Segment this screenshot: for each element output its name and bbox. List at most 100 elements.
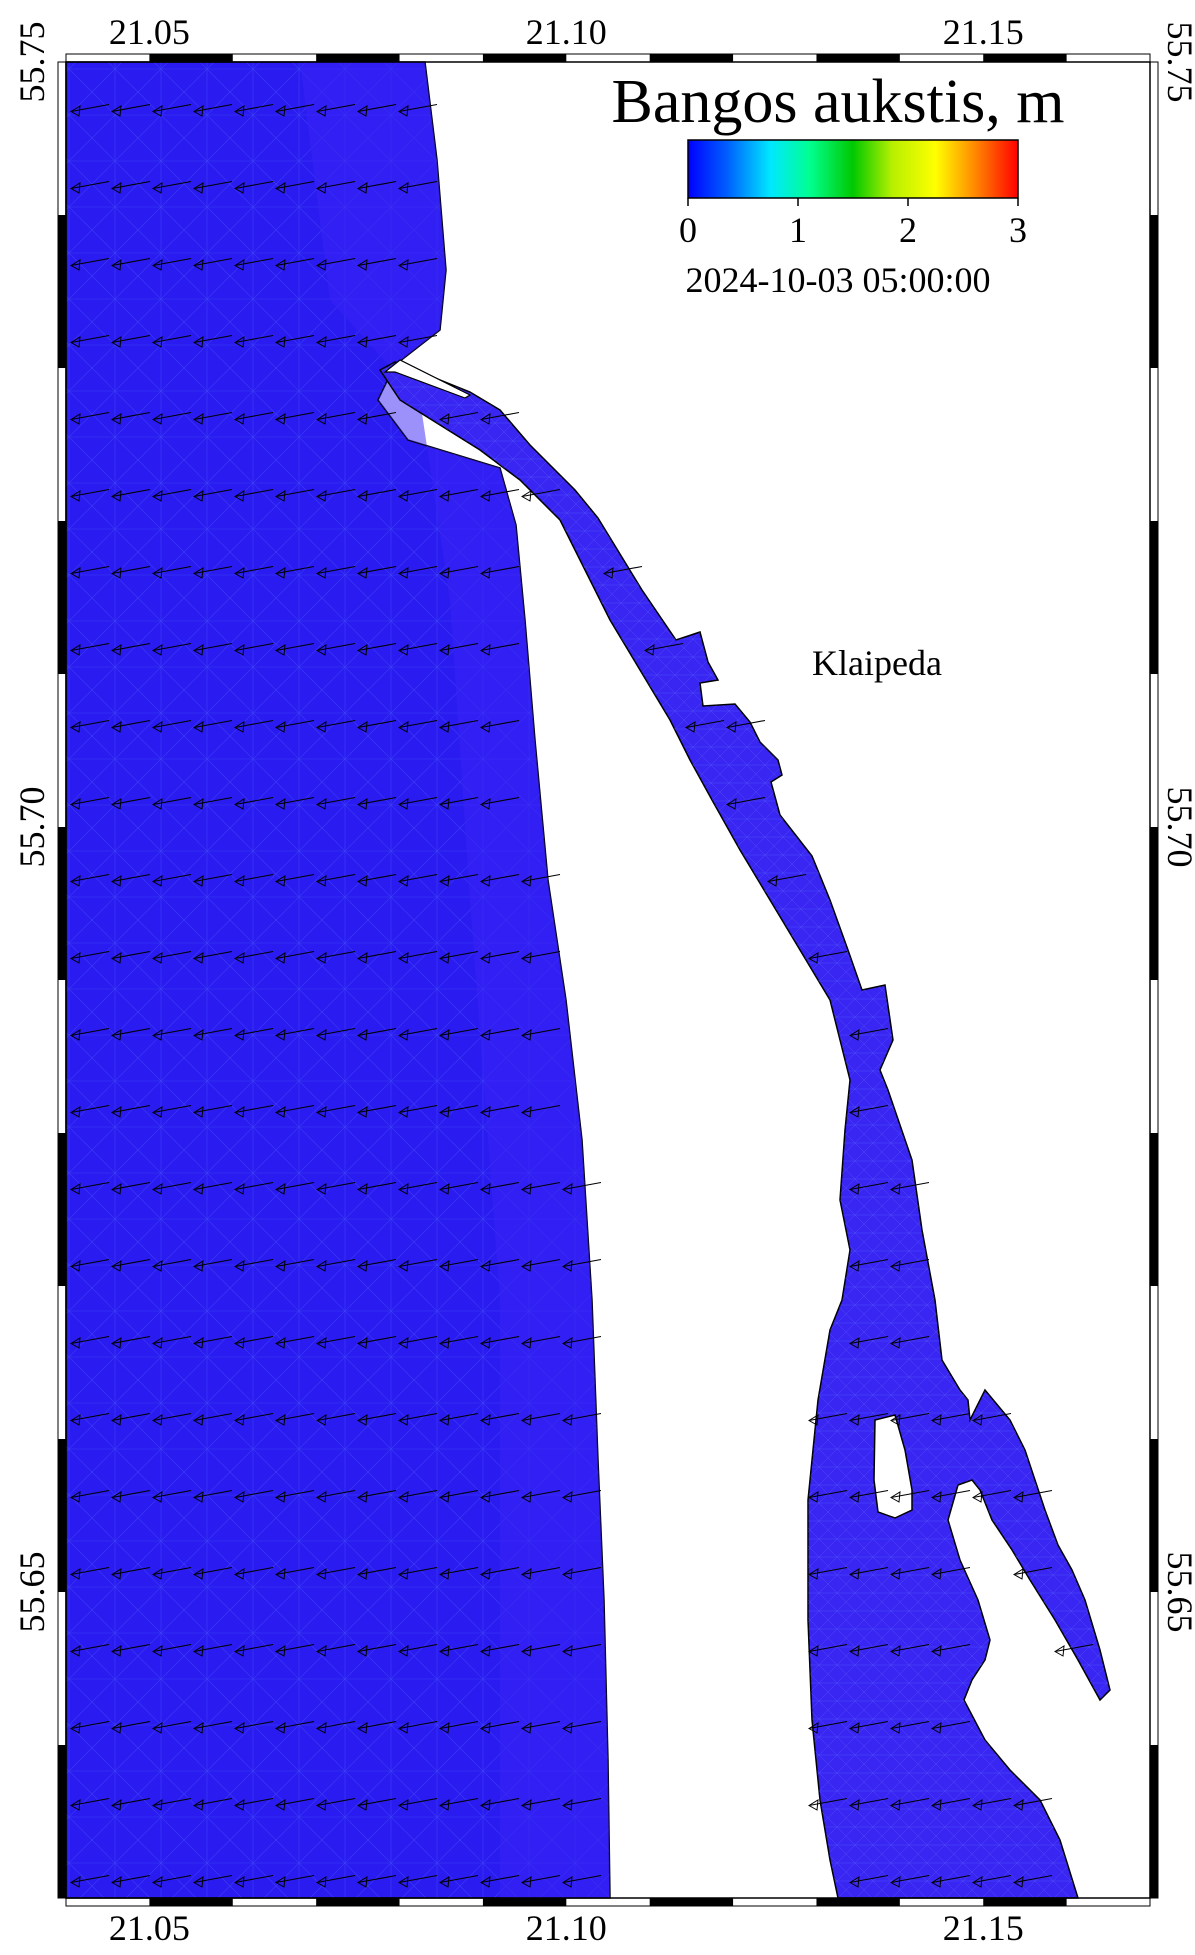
wave-arrow — [193, 1566, 233, 1576]
wave-arrow-head — [234, 1645, 245, 1657]
wave-arrow — [439, 1797, 479, 1807]
wave-arrow — [275, 411, 315, 421]
wave-arrow — [111, 1566, 151, 1576]
wave-arrow — [521, 1489, 561, 1499]
place-label-klaipeda: Klaipeda — [812, 643, 942, 683]
wave-arrow-head — [70, 875, 81, 887]
wave-arrow — [111, 796, 151, 806]
wave-arrow-head — [152, 1876, 163, 1888]
wave-arrow — [234, 1335, 274, 1345]
wave-arrow — [849, 1335, 889, 1345]
wave-arrow-head — [439, 1260, 450, 1272]
wave-arrow-head — [480, 798, 491, 810]
wave-arrow-head — [70, 1568, 81, 1580]
wave-arrow — [562, 1874, 602, 1884]
wave-arrow — [152, 257, 192, 267]
wave-arrow-head — [152, 105, 163, 117]
wave-arrow-head — [234, 1337, 245, 1349]
wave-arrow-head — [70, 1876, 81, 1888]
wave-arrow — [152, 796, 192, 806]
wave-arrow-head — [193, 644, 204, 656]
wave-arrow-head — [234, 952, 245, 964]
wave-arrow — [357, 719, 397, 729]
wave-arrow — [111, 642, 151, 652]
wave-arrow-head — [1013, 1799, 1024, 1811]
wave-arrow-head — [357, 1029, 368, 1041]
wave-arrow — [275, 565, 315, 575]
wave-arrow-head — [931, 1722, 942, 1734]
wave-arrow — [357, 257, 397, 267]
wave-arrow-head — [357, 567, 368, 579]
wave-arrow-head — [316, 567, 327, 579]
wave-arrow — [234, 950, 274, 960]
wave-arrow — [480, 873, 520, 883]
wave-arrow — [357, 1335, 397, 1345]
wave-arrow-head — [562, 1568, 573, 1580]
wave-arrow — [316, 1258, 356, 1268]
wave-arrow-head — [193, 721, 204, 733]
wave-arrow — [275, 334, 315, 344]
wave-arrow-head — [480, 413, 491, 425]
wave-arrow-head — [521, 490, 532, 502]
wave-arrow — [234, 257, 274, 267]
wave-arrow-head — [275, 1029, 286, 1041]
wave-arrow-head — [193, 798, 204, 810]
wave-arrow-head — [316, 105, 327, 117]
wave-arrow — [849, 1258, 889, 1268]
wave-arrow — [439, 719, 479, 729]
wave-arrow — [972, 1489, 1012, 1499]
wave-arrow — [234, 1104, 274, 1114]
wave-arrow — [234, 719, 274, 729]
wave-arrow — [439, 1643, 479, 1653]
wave-arrow — [193, 1412, 233, 1422]
wave-arrow-head — [234, 1799, 245, 1811]
wave-arrow-head — [152, 1645, 163, 1657]
wave-arrow-head — [398, 798, 409, 810]
wave-arrow-head — [152, 1799, 163, 1811]
lon-tick-top: 21.15 — [943, 12, 1024, 52]
wave-arrow-head — [316, 798, 327, 810]
wave-arrow-head — [398, 1029, 409, 1041]
wave-arrow-head — [808, 1799, 819, 1811]
wave-arrow — [521, 1643, 561, 1653]
wave-arrow-head — [931, 1491, 942, 1503]
wave-arrow — [931, 1797, 971, 1807]
wave-arrow — [398, 796, 438, 806]
wave-arrow — [70, 1258, 110, 1268]
wave-arrow-head — [398, 952, 409, 964]
wave-arrow-head — [398, 105, 409, 117]
wave-arrow-head — [931, 1568, 942, 1580]
wave-arrow — [931, 1643, 971, 1653]
wave-arrow-head — [70, 490, 81, 502]
wave-arrow — [316, 1643, 356, 1653]
wave-arrow — [275, 1258, 315, 1268]
wave-arrow-head — [931, 1799, 942, 1811]
wave-arrow — [275, 257, 315, 267]
wave-arrow-head — [234, 490, 245, 502]
wave-arrow-head — [480, 490, 491, 502]
wave-arrow — [193, 180, 233, 190]
wave-arrow — [521, 1797, 561, 1807]
wave-arrow-head — [890, 1876, 901, 1888]
wave-arrow — [70, 950, 110, 960]
wave-arrow-head — [398, 1337, 409, 1349]
wave-arrow — [70, 1335, 110, 1345]
wave-arrow-head — [70, 336, 81, 348]
wave-arrow — [398, 1181, 438, 1191]
harbour-mole — [383, 359, 472, 399]
wave-arrow-head — [521, 1029, 532, 1041]
wave-arrow — [316, 1412, 356, 1422]
wave-arrow — [316, 873, 356, 883]
wave-arrow — [234, 1258, 274, 1268]
wave-arrow-head — [234, 798, 245, 810]
wave-arrow — [521, 488, 561, 498]
wave-arrow-head — [70, 259, 81, 271]
wave-arrow-head — [275, 875, 286, 887]
wave-arrow — [357, 180, 397, 190]
wave-arrow — [152, 1874, 192, 1884]
wave-arrow-head — [398, 875, 409, 887]
wave-arrow — [234, 1797, 274, 1807]
wave-arrow-head — [111, 952, 122, 964]
wave-arrow-head — [152, 1183, 163, 1195]
wave-arrow — [972, 1874, 1012, 1884]
